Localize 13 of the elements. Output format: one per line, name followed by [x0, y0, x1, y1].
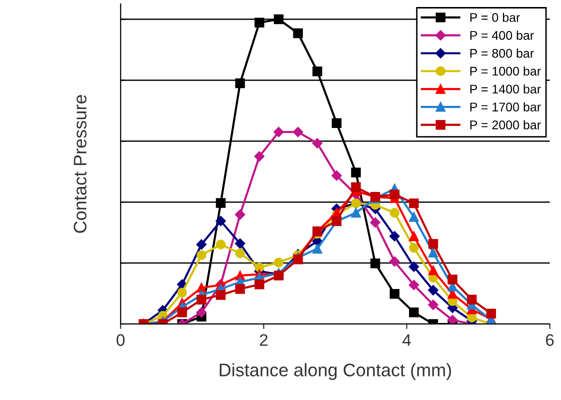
- legend-label: P = 400 bar: [470, 30, 534, 40]
- legend-label: P = 1400 bar: [470, 84, 541, 94]
- legend-label: P = 0 bar: [470, 12, 520, 22]
- legend-label: P = 1000 bar: [470, 66, 541, 76]
- x-tick-label: 6: [546, 334, 554, 346]
- legend-label: P = 1700 bar: [470, 102, 541, 112]
- x-tick-label: 0: [116, 334, 125, 346]
- legend-label: P = 2000 bar: [470, 120, 541, 130]
- y-axis-title: Contact Pressure: [74, 95, 86, 233]
- x-tick-label: 2: [260, 334, 268, 346]
- x-tick-label: 4: [402, 334, 411, 346]
- legend-label: P = 800 bar: [470, 48, 534, 58]
- x-axis-title: Distance along Contact (mm): [220, 363, 451, 380]
